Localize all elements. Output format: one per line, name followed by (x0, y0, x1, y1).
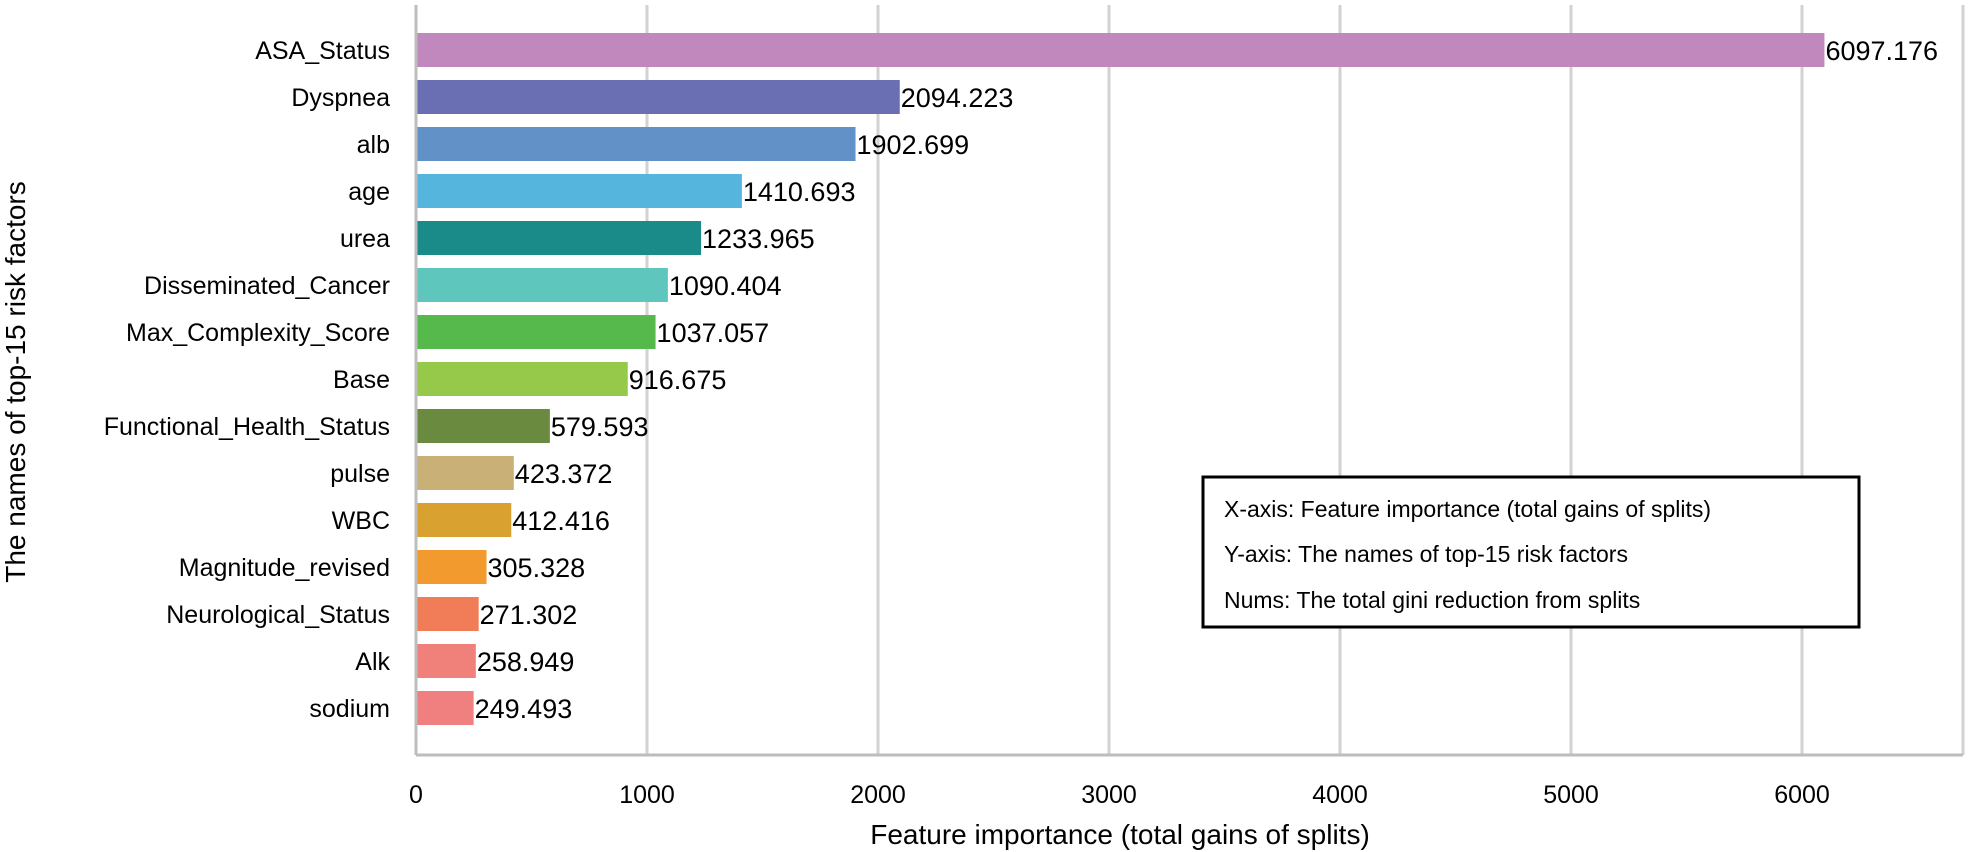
value-label-age: 1410.693 (743, 177, 856, 207)
bar-alb (416, 127, 856, 161)
bar-urea (416, 221, 702, 255)
bar-Max_Complexity_Score (416, 315, 656, 349)
category-label-Functional_Health_Status: Functional_Health_Status (104, 413, 390, 441)
value-label-Max_Complexity_Score: 1037.057 (657, 318, 770, 348)
value-label-Disseminated_Cancer: 1090.404 (669, 271, 782, 301)
category-label-Neurological_Status: Neurological_Status (166, 601, 390, 629)
value-label-urea: 1233.965 (702, 224, 815, 254)
bar-Base (416, 362, 628, 396)
category-label-urea: urea (340, 225, 390, 253)
category-label-ASA_Status: ASA_Status (255, 37, 390, 65)
category-label-Base: Base (333, 366, 390, 394)
value-label-Base: 916.675 (629, 365, 727, 395)
category-label-Alk: Alk (355, 648, 390, 676)
bar-WBC (416, 503, 512, 537)
bar-Dyspnea (416, 80, 900, 114)
value-label-Magnitude_revised: 305.328 (488, 553, 586, 583)
bar-Alk (416, 644, 476, 678)
x-tick-label-5000: 5000 (1543, 781, 1599, 809)
legend-box: X-axis: Feature importance (total gains … (1201, 475, 1861, 629)
value-label-Functional_Health_Status: 579.593 (551, 412, 649, 442)
category-label-sodium: sodium (309, 695, 390, 723)
category-label-age: age (348, 178, 390, 206)
category-label-Max_Complexity_Score: Max_Complexity_Score (126, 319, 390, 347)
bar-sodium (416, 691, 474, 725)
legend-line-y-axis: Y-axis: The names of top-15 risk factors (1224, 541, 1628, 567)
bar-Magnitude_revised (416, 550, 487, 584)
bar-Neurological_Status (416, 597, 479, 631)
value-label-alb: 1902.699 (857, 130, 970, 160)
legend-line-nums: Nums: The total gini reduction from spli… (1224, 587, 1640, 613)
category-label-Dyspnea: Dyspnea (291, 84, 390, 112)
value-label-Alk: 258.949 (477, 647, 575, 677)
labels: ASA_Status 6097.176 Dyspnea 2094.223 alb 1902… (104, 36, 1938, 809)
bars (416, 33, 1825, 725)
x-tick-label-2000: 2000 (850, 781, 906, 809)
x-tick-label-0: 0 (409, 781, 423, 809)
value-label-pulse: 423.372 (515, 459, 613, 489)
x-tick-label-3000: 3000 (1081, 781, 1137, 809)
bar-ASA_Status (416, 33, 1825, 67)
value-label-ASA_Status: 6097.176 (1825, 36, 1938, 66)
axes (414, 5, 1963, 757)
bar-Disseminated_Cancer (416, 268, 668, 302)
category-label-alb: alb (357, 131, 390, 159)
value-label-sodium: 249.493 (475, 694, 573, 724)
category-label-WBC: WBC (332, 507, 390, 535)
bar-pulse (416, 456, 514, 490)
x-tick-label-1000: 1000 (619, 781, 675, 809)
y-axis-title: The names of top-15 risk factors (0, 181, 31, 583)
legend-line-x-axis: X-axis: Feature importance (total gains … (1224, 496, 1711, 522)
value-label-Neurological_Status: 271.302 (480, 600, 578, 630)
x-tick-label-6000: 6000 (1774, 781, 1830, 809)
bar-age (416, 174, 742, 208)
category-label-Disseminated_Cancer: Disseminated_Cancer (144, 272, 390, 300)
x-tick-label-4000: 4000 (1312, 781, 1368, 809)
bar-Functional_Health_Status (416, 409, 550, 443)
grid-lines (645, 5, 1965, 755)
value-label-Dyspnea: 2094.223 (901, 83, 1014, 113)
category-label-Magnitude_revised: Magnitude_revised (179, 554, 390, 582)
category-label-pulse: pulse (330, 460, 390, 488)
x-axis-title: Feature importance (total gains of split… (870, 819, 1370, 850)
value-label-WBC: 412.416 (512, 506, 610, 536)
